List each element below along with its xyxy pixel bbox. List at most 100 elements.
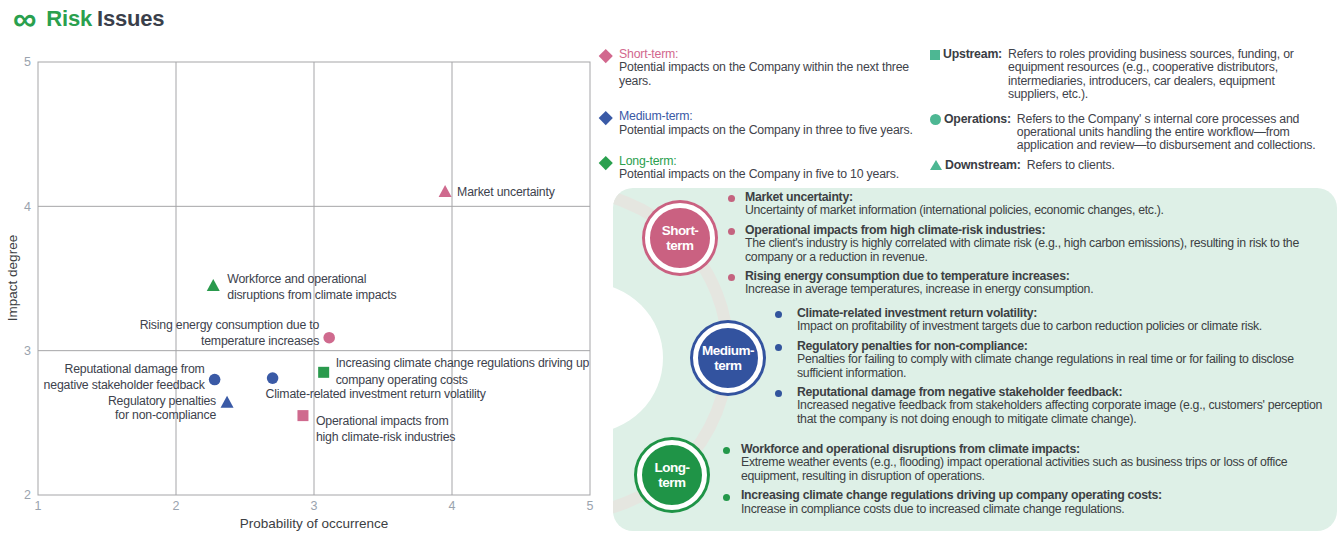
- data-point-label: Regulatory penalties: [108, 394, 216, 408]
- risk-item-desc: Extreme weather events (e.g., flooding) …: [741, 456, 1328, 483]
- legend-downstream: Downstream: Refers to clients.: [930, 159, 1341, 172]
- risk-item-title: Reputational damage from negative stakeh…: [797, 386, 1331, 399]
- risk-item: Market uncertainty:Uncertainty of market…: [728, 191, 1328, 218]
- infinity-icon: ∞: [13, 0, 36, 37]
- risk-item-desc: Increase in average temperatures, increa…: [745, 283, 1328, 296]
- legend-operations: Operations: Refers to the Company' s int…: [930, 113, 1341, 153]
- risk-item: Operational impacts from high climate-ri…: [728, 224, 1328, 264]
- medium-term-diamond-icon: [599, 111, 612, 124]
- risk-scatter-chart: 123452345Probability of occurrenceImpact…: [0, 0, 600, 537]
- data-point-label: temperature increases: [201, 334, 319, 348]
- data-point-label: Rising energy consumption due to: [140, 318, 320, 332]
- risk-item-title: Rising energy consumption due to tempera…: [745, 270, 1328, 283]
- risk-item-title: Market uncertainty:: [745, 191, 1328, 204]
- page-title-green: Risk: [46, 6, 92, 31]
- x-axis-title: Probability of occurrence: [240, 516, 389, 531]
- downstream-triangle-icon: [930, 160, 942, 170]
- term-legend: Short-term: Potential impacts on the Com…: [604, 48, 929, 200]
- downstream-label: Downstream:: [945, 159, 1021, 172]
- legend-short-term: Short-term: Potential impacts on the Com…: [604, 48, 929, 88]
- long-term-diamond-icon: [599, 156, 612, 169]
- data-point-label: company operating costs: [336, 373, 468, 387]
- upstream-square-icon: [930, 50, 940, 60]
- risk-item-title: Workforce and operational disruptions fr…: [741, 443, 1328, 456]
- page-title: ∞RiskIssues: [13, 6, 164, 32]
- short-term-group: Market uncertainty:Uncertainty of market…: [728, 191, 1328, 303]
- data-point-label: disruptions from climate impacts: [227, 288, 396, 302]
- risk-item-title: Operational impacts from high climate-ri…: [745, 224, 1328, 237]
- risk-item-title: Regulatory penalties for non-compliance:: [797, 340, 1331, 353]
- data-point-label: Climate-related investment return volati…: [266, 387, 487, 401]
- badge-long-term: Long- term: [637, 440, 707, 510]
- bullet-dot-icon: [728, 228, 735, 235]
- risk-item: Increasing climate change regulations dr…: [723, 489, 1328, 516]
- risk-item: Rising energy consumption due to tempera…: [728, 270, 1328, 297]
- y-tick-label: 3: [24, 344, 31, 358]
- medium-term-label: Medium-term:: [619, 110, 929, 123]
- x-tick-label: 3: [311, 499, 318, 513]
- data-point-label: Increasing climate change regulations dr…: [336, 356, 590, 370]
- upstream-desc: Refers to roles providing business sourc…: [1008, 48, 1294, 102]
- y-tick-label: 2: [24, 488, 31, 502]
- x-tick-label: 1: [35, 499, 42, 513]
- data-point: [267, 372, 279, 384]
- bullet-dot-icon: [723, 494, 730, 501]
- long-term-desc: Potential impacts on the Company in five…: [619, 168, 929, 181]
- badge-medium-term: Medium- term: [693, 323, 763, 393]
- risk-item: Regulatory penalties for non-compliance:…: [775, 340, 1331, 380]
- medium-term-desc: Potential impacts on the Company in thre…: [619, 124, 929, 137]
- legend-medium-term: Medium-term: Potential impacts on the Co…: [604, 110, 929, 137]
- legend-long-term: Long-term: Potential impacts on the Comp…: [604, 155, 929, 182]
- y-tick-label: 4: [24, 200, 31, 214]
- data-point: [207, 279, 220, 291]
- page-title-dark: Issues: [97, 6, 164, 31]
- risk-item: Climate-related investment return volati…: [775, 307, 1331, 334]
- y-axis-title: Impact degree: [5, 235, 20, 321]
- badge-short-term: Short- term: [645, 203, 715, 273]
- data-point: [439, 185, 452, 197]
- x-tick-label: 5: [587, 499, 594, 513]
- data-point: [209, 374, 221, 386]
- short-term-diamond-icon: [599, 49, 612, 62]
- data-point-label: Operational impacts from: [316, 414, 449, 428]
- risk-item-desc: Penalties for failing to comply with cli…: [797, 353, 1331, 380]
- risk-item-desc: The client's industry is highly correlat…: [745, 237, 1328, 264]
- risk-item-desc: Uncertainty of market information (inter…: [745, 204, 1328, 217]
- data-point: [318, 367, 329, 378]
- short-term-label: Short-term:: [619, 48, 929, 61]
- upstream-label: Upstream:: [943, 48, 1002, 61]
- data-point-label: Market uncertainty: [457, 185, 556, 199]
- risk-item-desc: Increase in compliance costs due to incr…: [741, 503, 1328, 516]
- bullet-dot-icon: [775, 390, 782, 397]
- bullet-dot-icon: [728, 274, 735, 281]
- bullet-dot-icon: [728, 195, 735, 202]
- bullet-dot-icon: [775, 311, 782, 318]
- data-point-label: Workforce and operational: [227, 272, 366, 286]
- risk-item-title: Climate-related investment return volati…: [797, 307, 1331, 320]
- risk-item: Reputational damage from negative stakeh…: [775, 386, 1331, 426]
- bullet-dot-icon: [775, 344, 782, 351]
- data-point: [323, 332, 335, 344]
- operations-desc: Refers to the Company' s internal core p…: [1017, 113, 1316, 153]
- long-term-label: Long-term:: [619, 155, 929, 168]
- data-point-label: for non-compliance: [115, 408, 216, 422]
- data-point-label: high climate-risk industries: [316, 430, 455, 444]
- y-tick-label: 5: [24, 55, 31, 69]
- data-point: [297, 410, 308, 421]
- risk-issues-page: ∞RiskIssues 123452345Probability of occu…: [0, 0, 1341, 537]
- operations-circle-icon: [930, 114, 941, 125]
- x-tick-label: 4: [449, 499, 456, 513]
- data-point-label: Reputational damage from: [65, 362, 205, 376]
- short-term-desc: Potential impacts on the Company within …: [619, 61, 929, 88]
- bullet-dot-icon: [723, 447, 730, 454]
- data-point: [221, 396, 234, 408]
- risk-detail-panel: Short- term Medium- term Long- term Mark…: [613, 188, 1337, 531]
- role-legend: Upstream: Refers to roles providing busi…: [930, 48, 1341, 178]
- risk-item-title: Increasing climate change regulations dr…: [741, 489, 1328, 502]
- x-tick-label: 2: [173, 499, 180, 513]
- risk-item-desc: Impact on profitability of investment ta…: [797, 320, 1331, 333]
- legend-upstream: Upstream: Refers to roles providing busi…: [930, 48, 1341, 102]
- risk-item: Workforce and operational disruptions fr…: [723, 443, 1328, 483]
- medium-term-group: Climate-related investment return volati…: [775, 307, 1331, 432]
- long-term-group: Workforce and operational disruptions fr…: [723, 443, 1328, 522]
